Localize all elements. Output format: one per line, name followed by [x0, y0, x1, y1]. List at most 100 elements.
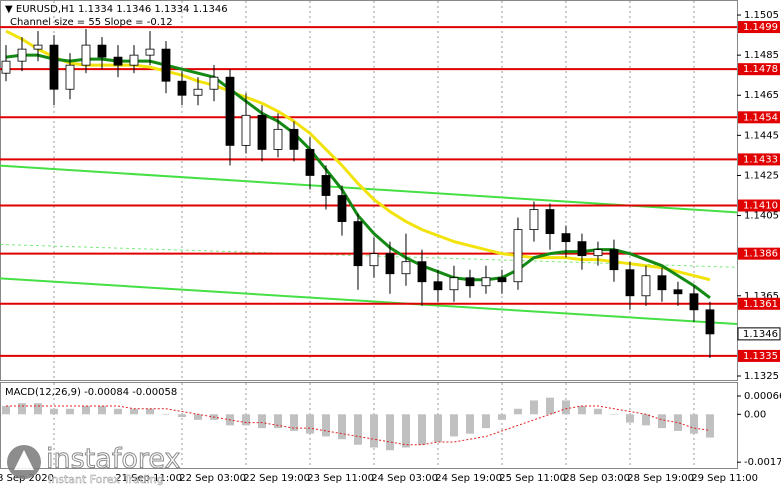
candle-body	[241, 114, 251, 146]
macd-bar	[369, 414, 378, 448]
last-price-box	[737, 327, 781, 341]
x-tick-label: 22 Sep 19:00	[243, 473, 310, 484]
candle-body	[449, 277, 459, 291]
macd-bar	[65, 408, 74, 415]
candle-body	[113, 56, 123, 66]
candle-body	[369, 253, 379, 267]
candle-body	[273, 128, 283, 150]
y-tick-label: 1.1505	[744, 10, 779, 21]
level-label: 1.1410	[743, 201, 778, 212]
candle-body	[305, 148, 315, 176]
candle-body	[145, 48, 155, 56]
candle-body	[97, 44, 107, 58]
x-tick-label: 21 Sep 11:00	[115, 473, 182, 484]
candle-body	[465, 277, 475, 287]
candle-body	[625, 269, 635, 297]
macd-bar	[433, 414, 442, 442]
candle-body	[177, 80, 187, 96]
candle-body	[529, 209, 539, 231]
x-tick-label: 22 Sep 03:00	[179, 473, 246, 484]
candle-body	[593, 249, 603, 257]
candle-body	[385, 253, 395, 275]
candle-body	[673, 289, 683, 295]
y-tick-label: 1.1445	[744, 130, 779, 141]
level-label-box	[738, 349, 780, 362]
level-label-box	[738, 153, 780, 166]
logo-mark	[14, 450, 34, 470]
macd-bar	[241, 414, 250, 426]
macd-signal	[5, 405, 711, 446]
candle-body	[657, 275, 667, 291]
macd-bar	[689, 414, 698, 434]
level-label: 1.1499	[743, 22, 778, 33]
macd-bar	[1, 405, 10, 415]
macd-bar	[513, 408, 522, 415]
macd-bar	[705, 414, 714, 438]
watermark-tagline: Instant Forex Trading	[48, 473, 164, 486]
candle-body	[481, 277, 491, 287]
watermark-brand: instaforex	[46, 444, 180, 475]
candle-body	[609, 249, 619, 271]
level-label-box	[738, 297, 780, 310]
macd-bar	[497, 414, 506, 420]
macd-bar	[465, 414, 474, 434]
candle-body	[705, 309, 715, 335]
macd-bar	[289, 414, 298, 431]
candle-body	[577, 241, 587, 257]
macd-bar	[545, 397, 554, 415]
y-tick-label: -0.00173	[744, 457, 781, 468]
chart-title: ▼ EURUSD,H1 1.1334 1.1346 1.1334 1.1346	[5, 4, 228, 15]
y-tick-label: 1.1325	[744, 371, 779, 382]
candle-body	[129, 54, 139, 66]
macd-bar	[257, 414, 266, 429]
chart-subtitle: Channel size = 55 Slope = -0.12	[10, 17, 173, 28]
macd-bar	[177, 414, 186, 418]
candle-body	[161, 48, 171, 82]
candle-body	[33, 44, 43, 50]
macd-bar	[401, 414, 410, 448]
x-tick-label: 28 Sep 03:00	[563, 473, 630, 484]
level-label: 1.1335	[743, 351, 778, 362]
level-label: 1.1386	[743, 249, 778, 260]
x-tick-label: 29 Sep 11:00	[691, 473, 758, 484]
candle-body	[17, 48, 27, 62]
y-tick-label: 0.00066	[744, 391, 781, 402]
candle-body	[321, 175, 331, 196]
candle-body	[257, 114, 267, 150]
level-label: 1.1454	[743, 112, 778, 123]
macd-title: MACD(12,26,9) -0.00084 -0.00058	[5, 387, 177, 398]
macd-bar	[593, 408, 602, 415]
candle-body	[353, 221, 363, 267]
candle-body	[193, 88, 203, 96]
level-label: 1.1478	[743, 64, 778, 75]
macd-bar	[337, 414, 346, 440]
macd-bar	[641, 414, 650, 426]
macd-bar	[353, 414, 362, 445]
x-tick-label: 25 Sep 11:00	[499, 473, 566, 484]
level-label-box	[738, 21, 780, 34]
macd-panel	[0, 382, 738, 469]
macd-bar	[449, 414, 458, 437]
x-tick-label: 24 Sep 19:00	[435, 473, 502, 484]
candle-body	[225, 76, 235, 146]
macd-bar	[657, 414, 666, 429]
macd-bar	[385, 414, 394, 451]
candle-body	[561, 233, 571, 243]
candle-body	[289, 128, 299, 150]
macd-bar	[193, 414, 202, 420]
macd-bar	[161, 414, 170, 415]
level-label-box	[738, 199, 780, 212]
candle-body	[433, 281, 443, 291]
x-tick-label: 24 Sep 03:00	[371, 473, 438, 484]
price-panel	[0, 0, 738, 381]
candle-body	[49, 44, 59, 90]
candle-body	[417, 261, 427, 283]
candle-body	[497, 277, 507, 283]
macd-bar	[529, 400, 538, 415]
last-price-label: 1.1346	[743, 329, 778, 340]
y-tick-label: 1.1465	[744, 90, 779, 101]
macd-bar	[273, 414, 282, 429]
candle-body	[81, 44, 91, 66]
macd-bar	[97, 405, 106, 415]
